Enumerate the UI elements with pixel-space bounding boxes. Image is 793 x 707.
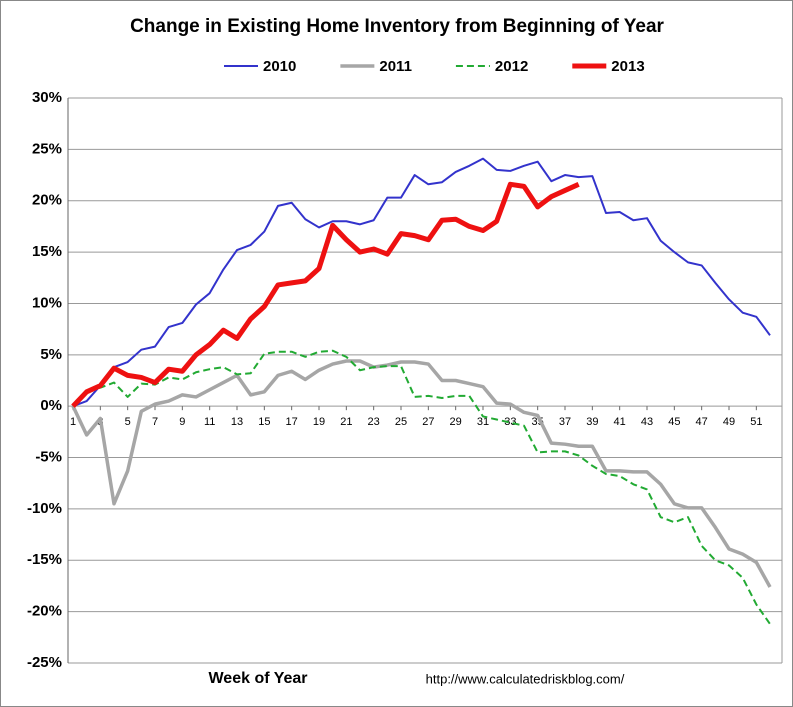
- x-tick-label: 47: [696, 416, 708, 428]
- y-tick-label: 20%: [32, 192, 62, 209]
- y-tick-label: 25%: [32, 140, 62, 157]
- y-tick-label: -5%: [35, 449, 62, 466]
- legend-label: 2010: [263, 58, 296, 75]
- x-tick-label: 43: [641, 416, 653, 428]
- legend-label: 2012: [495, 58, 528, 75]
- series-line: [72, 157, 771, 408]
- chart-title: Change in Existing Home Inventory from B…: [130, 16, 664, 37]
- series-line: [71, 359, 772, 588]
- source: http://www.calculatedriskblog.com/: [426, 671, 625, 686]
- y-tick-label: 30%: [32, 89, 62, 106]
- x-tick-label: 17: [286, 416, 298, 428]
- y-tick-label: 0%: [40, 397, 62, 414]
- x-tick-label: 49: [723, 416, 735, 428]
- series-line: [72, 349, 771, 625]
- x-tick-label: 19: [313, 416, 325, 428]
- x-tick-label: 33: [504, 416, 516, 428]
- x-tick-label: 1: [70, 416, 76, 428]
- x-tick-label: 7: [152, 416, 158, 428]
- x-tick-label: 15: [258, 416, 270, 428]
- x-tick-label: 51: [750, 416, 762, 428]
- y-tick-label: 5%: [40, 346, 62, 363]
- series-line: [71, 181, 580, 408]
- y-tick-label: -25%: [27, 654, 62, 671]
- x-tick-label: 13: [231, 416, 243, 428]
- x-axis-label: Week of Year: [208, 670, 307, 687]
- x-tick-label: 11: [204, 416, 215, 428]
- legend-label: 2013: [611, 58, 644, 75]
- y-tick-label: -20%: [27, 603, 62, 620]
- x-tick-label: 39: [586, 416, 598, 428]
- x-tick-label: 23: [368, 416, 380, 428]
- x-tick-label: 9: [179, 416, 185, 428]
- x-tick-label: 21: [340, 416, 352, 428]
- x-tick-label: 29: [450, 416, 462, 428]
- legend-label: 2011: [379, 58, 412, 75]
- x-tick-label: 27: [422, 416, 434, 428]
- x-tick-label: 37: [559, 416, 571, 428]
- x-tick-label: 45: [668, 416, 680, 428]
- x-tick-label: 5: [125, 416, 131, 428]
- x-tick-label: 41: [614, 416, 626, 428]
- y-tick-label: 15%: [32, 243, 62, 260]
- y-tick-label: -15%: [27, 551, 62, 568]
- y-tick-label: -10%: [27, 500, 62, 517]
- x-tick-label: 25: [395, 416, 407, 428]
- y-tick-label: 10%: [32, 294, 62, 311]
- x-tick-label: 31: [477, 416, 489, 428]
